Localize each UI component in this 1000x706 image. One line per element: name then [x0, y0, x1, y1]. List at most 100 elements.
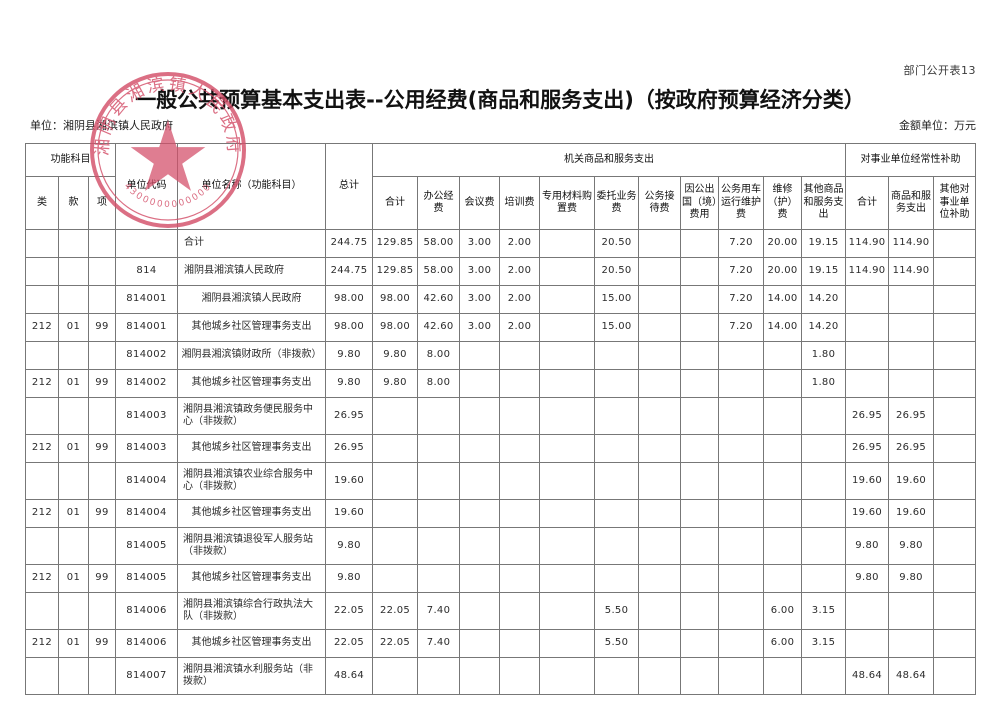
- cell-training-fee: [499, 564, 541, 593]
- cell-training-fee: [499, 629, 541, 658]
- cell-official-reception-fee: [638, 434, 682, 463]
- cell-unit-name: 湘阴县湘滨镇退役军人服务站（非拨款）: [177, 527, 327, 565]
- header-office-fee: 办公经费: [417, 176, 461, 230]
- cell-unit-code: 814002: [115, 369, 179, 398]
- cell-total: 19.60: [325, 462, 374, 500]
- cell-maintenance-fee: [763, 499, 803, 528]
- cell-xiang: [87, 592, 117, 630]
- cell-sub-subtotal: 9.80: [845, 527, 890, 565]
- cell-maintenance-fee: [763, 462, 803, 500]
- cell-meeting-fee: [459, 434, 501, 463]
- cell-ags-subtotal: [372, 397, 419, 435]
- cell-ags-subtotal: 22.05: [372, 629, 419, 658]
- cell-other-goods-services: 19.15: [801, 257, 847, 286]
- cell-ags-subtotal: [372, 527, 419, 565]
- cell-vehicle-operation-fee: 7.20: [718, 257, 765, 286]
- cell-official-reception-fee: [638, 527, 682, 565]
- cell-maintenance-fee: 6.00: [763, 592, 803, 630]
- cell-abroad-fee: [680, 564, 720, 593]
- cell-xiang: [87, 397, 117, 435]
- cell-office-fee: [417, 499, 461, 528]
- cell-entrusted-business-fee: [594, 499, 640, 528]
- table-body: 合计 244.75 129.85 58.00 3.00 2.00 20.50 7.20 20.0…: [25, 229, 977, 695]
- cell-entrusted-business-fee: [594, 369, 640, 398]
- table-row: 814004 湘阴县湘滨镇农业综合服务中心（非拨款） 19.60 19.60 19.60: [25, 462, 977, 500]
- cell-vehicle-operation-fee: [718, 462, 765, 500]
- table-row: 212 01 99 814004 其他城乡社区管理事务支出 19.60 19.60 19.60: [25, 499, 977, 528]
- cell-official-reception-fee: [638, 499, 682, 528]
- cell-office-fee: 8.00: [417, 341, 461, 370]
- cell-abroad-fee: [680, 257, 720, 286]
- table-header: 功能科目 单位代码 单位名称（功能科目） 总计 机关商品和服务支出 对事业单位经…: [24, 143, 977, 230]
- cell-other-goods-services: [801, 462, 847, 500]
- cell-meeting-fee: [459, 629, 501, 658]
- cell-other-goods-services: [801, 527, 847, 565]
- table-row: 212 01 99 814006 其他城乡社区管理事务支出 22.05 22.05 7.40 5…: [25, 629, 977, 658]
- cell-meeting-fee: [459, 499, 501, 528]
- cell-sub-goods-services: 48.64: [888, 657, 935, 695]
- cell-training-fee: [499, 434, 541, 463]
- cell-ags-subtotal: 9.80: [372, 369, 419, 398]
- cell-kuan: [58, 285, 89, 314]
- cell-lei: 212: [25, 434, 59, 463]
- cell-unit-name: 湘阴县湘滨镇人民政府: [177, 285, 327, 314]
- cell-unit-name: 合计: [177, 229, 327, 258]
- cell-abroad-fee: [680, 313, 720, 342]
- cell-meeting-fee: 3.00: [459, 285, 501, 314]
- cell-meeting-fee: [459, 657, 501, 695]
- cell-kuan: [58, 229, 89, 258]
- cell-unit-name: 其他城乡社区管理事务支出: [177, 564, 327, 593]
- form-code-label: 部门公开表13: [903, 64, 976, 77]
- cell-xiang: 99: [87, 629, 117, 658]
- cell-kuan: [58, 397, 89, 435]
- cell-sub-other: [933, 313, 977, 342]
- cell-kuan: 01: [58, 499, 89, 528]
- cell-entrusted-business-fee: 5.50: [594, 629, 640, 658]
- cell-ags-subtotal: 9.80: [372, 341, 419, 370]
- cell-abroad-fee: [680, 657, 720, 695]
- cell-special-material-fee: [539, 257, 596, 286]
- cell-ags-subtotal: 98.00: [372, 313, 419, 342]
- cell-special-material-fee: [539, 229, 596, 258]
- cell-other-goods-services: 14.20: [801, 285, 847, 314]
- cell-office-fee: 42.60: [417, 313, 461, 342]
- cell-official-reception-fee: [638, 397, 682, 435]
- cell-lei: 212: [25, 369, 59, 398]
- cell-special-material-fee: [539, 564, 596, 593]
- cell-abroad-fee: [680, 527, 720, 565]
- cell-sub-goods-services: 26.95: [888, 434, 935, 463]
- table-row: 合计 244.75 129.85 58.00 3.00 2.00 20.50 7.20 20.0…: [25, 229, 977, 258]
- cell-other-goods-services: 3.15: [801, 629, 847, 658]
- header-official-reception-fee: 公务接待费: [638, 176, 682, 230]
- cell-sub-other: [933, 257, 977, 286]
- header-entrusted-business-fee: 委托业务费: [594, 176, 640, 230]
- cell-total: 9.80: [325, 369, 374, 398]
- cell-entrusted-business-fee: [594, 527, 640, 565]
- cell-lei: 212: [25, 629, 59, 658]
- cell-sub-goods-services: 19.60: [888, 499, 935, 528]
- cell-sub-subtotal: 114.90: [845, 229, 890, 258]
- cell-total: 98.00: [325, 285, 374, 314]
- cell-special-material-fee: [539, 397, 596, 435]
- cell-sub-other: [933, 527, 977, 565]
- cell-sub-goods-services: [888, 341, 935, 370]
- cell-unit-code: 814005: [115, 527, 179, 565]
- cell-official-reception-fee: [638, 285, 682, 314]
- cell-abroad-fee: [680, 434, 720, 463]
- page-title: 一般公共预算基本支出表--公用经费(商品和服务支出)（按政府预算经济分类）: [135, 88, 865, 112]
- cell-unit-code: 814003: [115, 397, 179, 435]
- unit-label: 单位：湘阴县湘滨镇人民政府: [30, 119, 173, 132]
- cell-sub-other: [933, 434, 977, 463]
- cell-training-fee: [499, 341, 541, 370]
- header-kuan: 款: [58, 176, 89, 230]
- cell-office-fee: [417, 564, 461, 593]
- table-row: 814005 湘阴县湘滨镇退役军人服务站（非拨款） 9.80 9.80 9.80: [25, 527, 977, 565]
- cell-xiang: [87, 257, 117, 286]
- cell-kuan: [58, 527, 89, 565]
- cell-maintenance-fee: 14.00: [763, 313, 803, 342]
- cell-xiang: 99: [87, 499, 117, 528]
- cell-unit-code: 814004: [115, 499, 179, 528]
- cell-training-fee: [499, 657, 541, 695]
- cell-unit-code: [115, 229, 179, 258]
- cell-special-material-fee: [539, 592, 596, 630]
